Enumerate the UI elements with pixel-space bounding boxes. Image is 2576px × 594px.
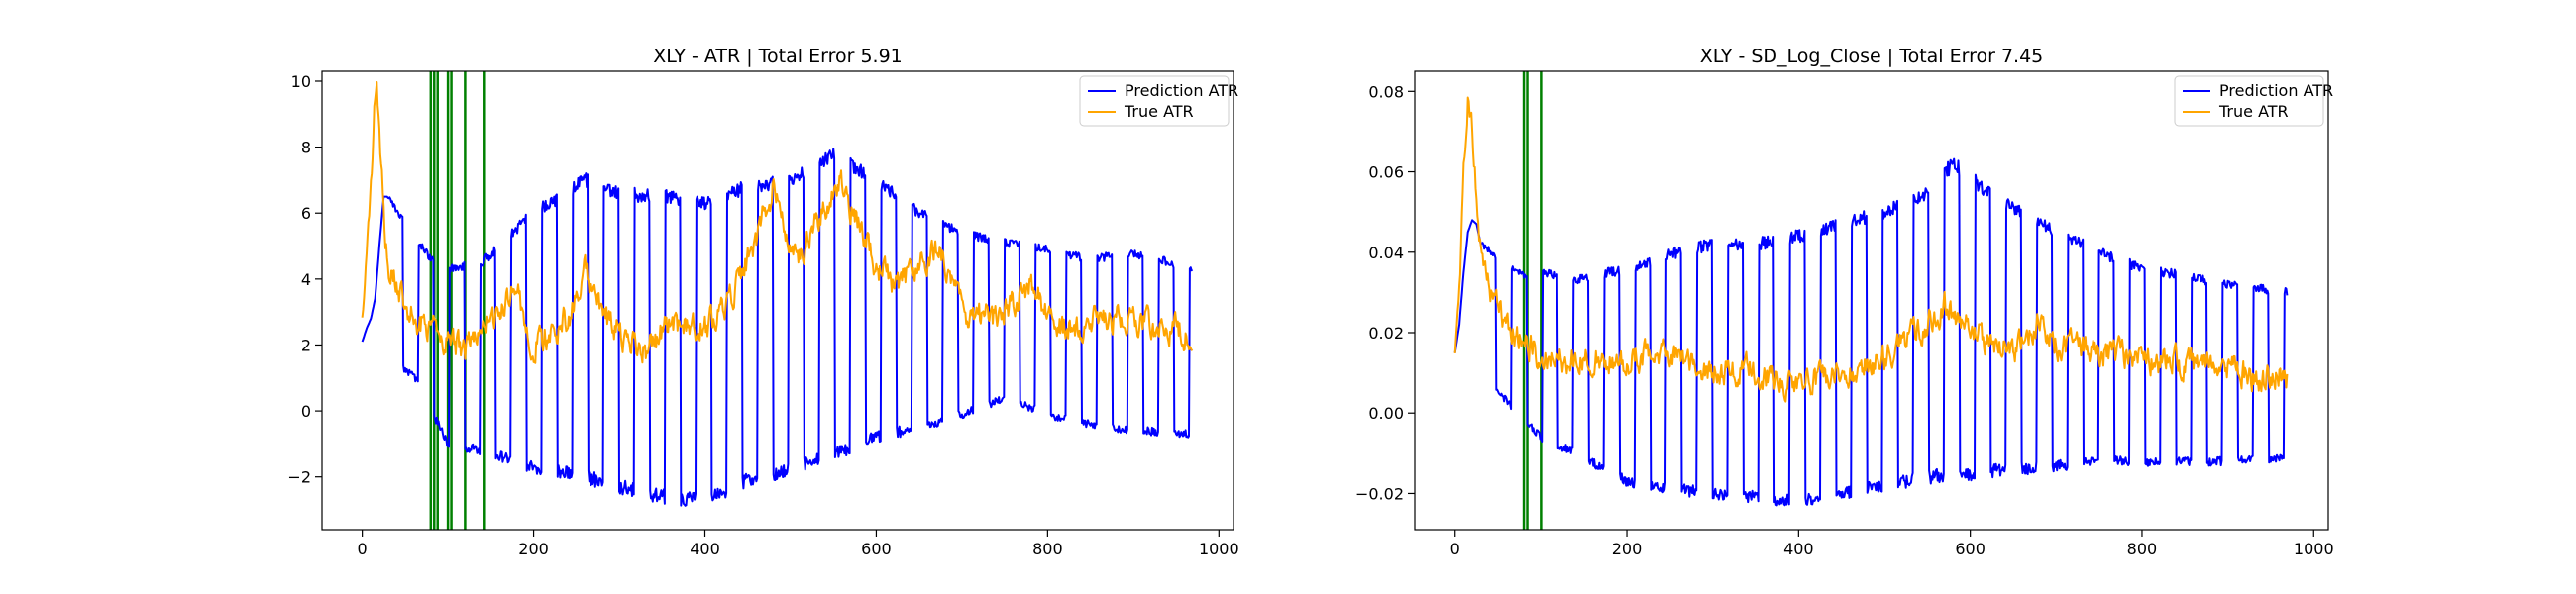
- legend-label: True ATR: [1124, 102, 1194, 121]
- y-tick-label: 2: [301, 336, 311, 354]
- series-line-true-atr: [1453, 96, 2289, 403]
- plot-frame: [321, 70, 1234, 531]
- chart-panel-atr: 0 200 400 600 800 1000 −2 0 2 4 6 8 10 XLY - ATR | To…: [287, 46, 1238, 558]
- x-tick-label: 600: [1955, 540, 1986, 558]
- y-tick-label: 8: [301, 139, 311, 157]
- x-tick-label: 800: [1032, 540, 1063, 558]
- y-tick-label: 0.00: [1368, 404, 1404, 423]
- y-tick-label: 4: [301, 270, 311, 289]
- legend-label: True ATR: [2218, 102, 2289, 121]
- chart-title: XLY - ATR | Total Error 5.91: [653, 46, 903, 67]
- chart-panel-sd-log-close: 0 200 400 600 800 1000 −0.02 0.00 0.02 0.04 0.06 0.…: [1355, 46, 2334, 558]
- series-line-prediction-atr: [1453, 157, 2289, 507]
- y-tick-label: 0: [301, 402, 311, 421]
- x-tick-label: 1000: [1199, 540, 1239, 558]
- x-tick-label: 400: [690, 540, 720, 558]
- legend-label: Prediction ATR: [2219, 81, 2333, 100]
- y-tick-label: 0.04: [1368, 244, 1404, 262]
- y-tick-label: −2: [287, 468, 311, 487]
- y-tick-label: −0.02: [1355, 484, 1404, 503]
- x-tick-label: 200: [518, 540, 549, 558]
- x-tick-label: 0: [1450, 540, 1460, 558]
- x-tick-label: 600: [861, 540, 892, 558]
- legend-label: Prediction ATR: [1125, 81, 1238, 100]
- x-tick-label: 0: [358, 540, 368, 558]
- legend-box: [1079, 75, 1230, 127]
- series-line-prediction-atr: [361, 148, 1194, 507]
- legend-box: [2174, 75, 2324, 127]
- y-tick-label: 10: [291, 72, 311, 91]
- plot-frame: [1414, 70, 2329, 531]
- y-tick-label: 6: [301, 204, 311, 223]
- x-tick-label: 1000: [2294, 540, 2334, 558]
- y-tick-label: 0.06: [1368, 163, 1404, 182]
- x-tick-label: 200: [1612, 540, 1643, 558]
- x-tick-label: 400: [1783, 540, 1814, 558]
- x-tick-label: 800: [2127, 540, 2158, 558]
- y-tick-label: 0.08: [1368, 82, 1404, 101]
- y-tick-label: 0.02: [1368, 324, 1404, 343]
- series-line-true-atr: [361, 81, 1194, 364]
- chart-title: XLY - SD_Log_Close | Total Error 7.45: [1700, 46, 2044, 67]
